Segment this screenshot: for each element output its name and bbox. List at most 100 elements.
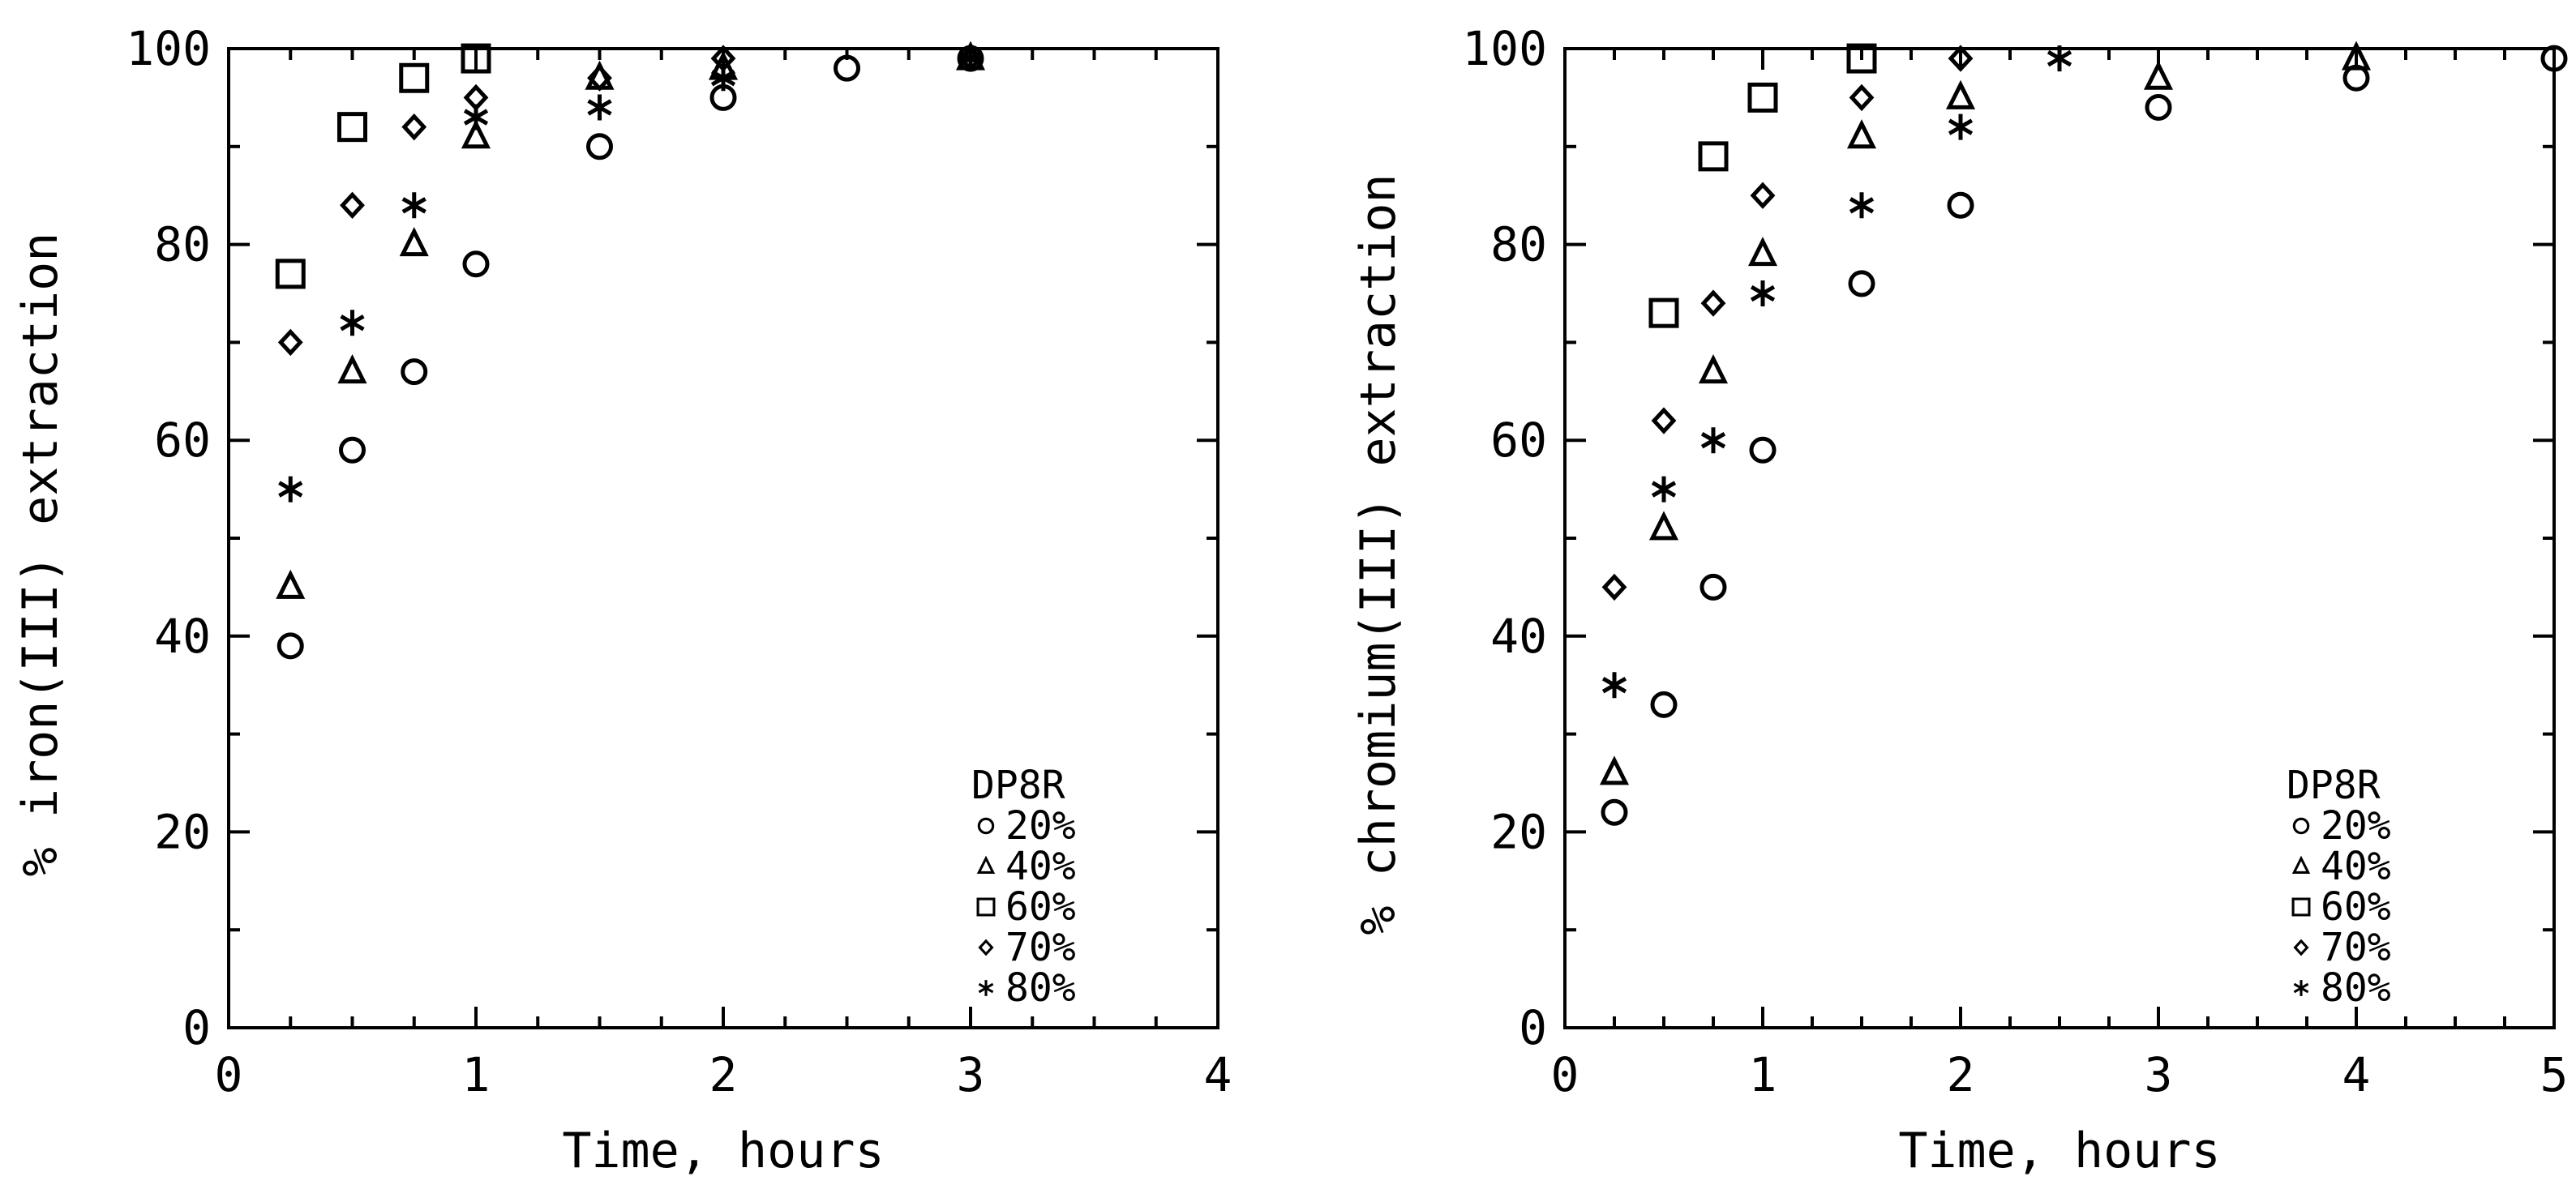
x-axis-title: Time, hours	[562, 1123, 884, 1179]
legend-marker	[2292, 817, 2310, 835]
data-point	[1848, 270, 1875, 297]
legend-entry-label: 80%	[1005, 965, 1076, 1011]
legend-marker	[2293, 939, 2309, 956]
data-point	[1651, 476, 1677, 503]
data-point	[276, 569, 306, 599]
data-point	[1846, 43, 1877, 74]
data-point	[337, 112, 367, 143]
series-60pct	[275, 43, 491, 289]
data-point	[834, 54, 860, 82]
legend-entry-label: 40%	[2321, 844, 2391, 889]
y-tick-label: 40	[1490, 609, 1547, 664]
data-point	[461, 119, 491, 149]
data-point	[1599, 755, 1630, 785]
data-point	[1846, 119, 1877, 149]
legend-entry-label: 20%	[1005, 803, 1076, 849]
legend-entry-label: 60%	[2321, 884, 2391, 930]
x-tick-label: 4	[2342, 1047, 2371, 1102]
series-80pct	[1601, 45, 2072, 699]
legend-marker	[2291, 855, 2311, 874]
legend-marker-square-icon	[976, 897, 996, 917]
chart-panel-2: 0 1 2 3 4 5 0 20 40 60 80 100 Time, hours % chromium(…	[1350, 21, 2568, 1179]
y-tick-label: 100	[126, 21, 211, 76]
data-point	[1650, 691, 1678, 718]
legend-title: DP8R	[2287, 763, 2381, 808]
data-point	[1947, 191, 1974, 219]
plot-frame	[1563, 47, 2556, 1029]
legend-marker-diamond-icon	[978, 939, 994, 956]
data-point	[586, 133, 613, 160]
y-tick-label: 60	[154, 413, 211, 468]
series-20pct	[276, 45, 984, 660]
series-70pct	[277, 45, 984, 357]
legend-marker-star-icon	[978, 980, 994, 996]
data-point	[1750, 182, 1776, 209]
data-point	[401, 113, 427, 141]
y-tick-label: 60	[1490, 413, 1547, 468]
series-40pct	[1599, 41, 2372, 785]
series-60pct	[1648, 43, 1877, 328]
legend-marker-triangle-icon	[976, 855, 996, 874]
data-point	[2341, 41, 2372, 71]
data-point	[278, 476, 303, 503]
legend-marker-square-icon	[2291, 897, 2311, 917]
data-point	[340, 191, 365, 219]
data-point	[2540, 45, 2568, 72]
x-tick-label: 3	[2145, 1047, 2173, 1102]
legend-marker	[976, 897, 996, 917]
series-40pct	[276, 41, 986, 599]
legend-marker-star-icon	[2293, 980, 2309, 996]
data-point	[1700, 427, 1726, 454]
data-point	[1651, 407, 1677, 434]
y-axis-title: % chromium(III) extraction	[1350, 173, 1407, 935]
data-point	[1849, 192, 1875, 219]
data-point	[2143, 60, 2174, 90]
y-tick-label: 40	[154, 609, 211, 664]
series-70pct	[1601, 45, 1974, 601]
legend-entry-label: 80%	[2321, 965, 2391, 1011]
data-point	[275, 259, 306, 289]
y-tick-label: 80	[1490, 217, 1547, 272]
legend-marker	[976, 855, 996, 874]
legend-marker	[2293, 980, 2309, 996]
data-point	[1699, 573, 1727, 601]
data-point	[399, 62, 430, 93]
data-point	[1749, 436, 1777, 464]
data-point	[958, 45, 984, 72]
legend-entry-label: 60%	[1005, 884, 1076, 930]
legend-entry-label: 20%	[2321, 803, 2391, 849]
legend-marker-circle-icon	[2292, 817, 2310, 835]
data-point	[462, 250, 490, 278]
y-tick-label: 20	[1490, 804, 1547, 859]
legend-entry-label: 40%	[1005, 844, 1076, 889]
legend-title: DP8R	[971, 763, 1065, 808]
legend-marker-triangle-icon	[2291, 855, 2311, 874]
data-point	[1700, 289, 1726, 317]
data-point	[277, 328, 303, 357]
x-tick-label: 2	[709, 1047, 738, 1102]
data-point	[1750, 280, 1776, 306]
legend-marker	[977, 817, 995, 835]
data-point	[1747, 237, 1778, 267]
x-tick-label: 2	[1947, 1047, 1975, 1102]
data-point	[1948, 45, 1974, 72]
data-point	[1747, 82, 1778, 113]
data-point	[1945, 79, 1976, 109]
x-tick-label: 5	[2540, 1047, 2569, 1102]
data-point	[1601, 573, 1627, 601]
legend-marker-diamond-icon	[2293, 939, 2309, 956]
data-point	[1849, 83, 1875, 112]
x-tick-label: 0	[215, 1047, 243, 1102]
x-tick-label: 0	[1551, 1047, 1579, 1102]
data-point	[340, 310, 365, 336]
data-point	[1948, 113, 1974, 140]
data-point	[587, 94, 612, 121]
y-tick-label: 20	[154, 804, 211, 859]
data-point	[1601, 798, 1628, 826]
data-point	[401, 192, 426, 219]
data-point	[401, 358, 428, 386]
x-tick-label: 1	[462, 1047, 491, 1102]
legend-entry-label: 70%	[1005, 925, 1076, 970]
